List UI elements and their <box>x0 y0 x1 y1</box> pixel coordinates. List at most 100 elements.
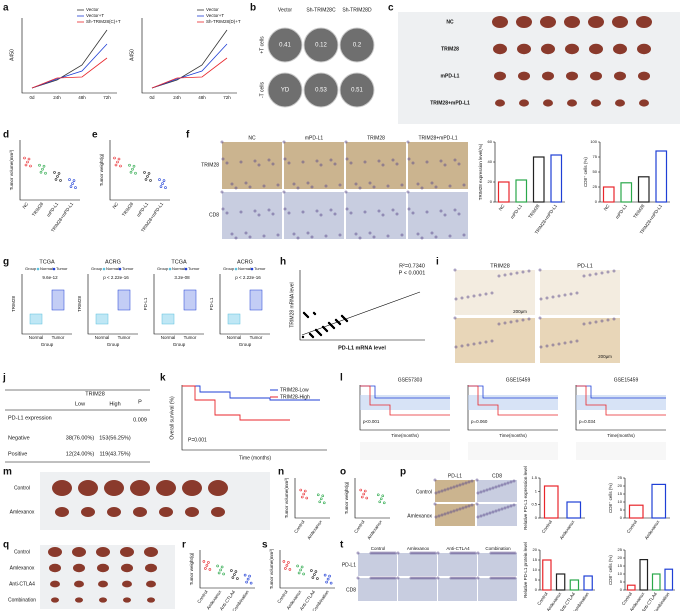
cell <box>276 233 280 237</box>
panel-letter: a <box>3 3 9 14</box>
tumor <box>639 99 649 107</box>
y-axis-label: CD8⁺ cells (%) <box>583 157 588 187</box>
dot <box>129 170 133 174</box>
y-tick-label: 15 <box>618 491 623 496</box>
tumor <box>49 563 61 573</box>
legend-label: Vector <box>86 7 99 12</box>
x-tick-label: Amlexanox <box>306 519 323 541</box>
panel-letter: n <box>278 467 284 478</box>
cell <box>472 294 476 298</box>
x-tick-label: NC <box>21 201 29 210</box>
dot <box>325 329 329 333</box>
bar <box>602 186 615 203</box>
risk-table <box>576 442 666 460</box>
survival-curve <box>576 385 666 416</box>
y-axis-label: Relative PD-L1 protein level <box>523 542 528 598</box>
cell <box>497 274 501 278</box>
micrograph <box>435 480 475 502</box>
tumor <box>516 16 532 28</box>
x-tick-label: TRIM28 <box>527 203 541 219</box>
axis <box>87 274 138 335</box>
curve <box>31 57 108 89</box>
dot <box>56 175 59 178</box>
cell <box>301 160 305 164</box>
cell <box>464 481 468 485</box>
row-label: Control <box>14 549 30 555</box>
y-axis-label: Relative PD-L1 expression level <box>523 466 528 530</box>
cell <box>582 322 586 326</box>
table-cell: 0.009 <box>133 417 147 423</box>
dot <box>41 167 44 171</box>
curve <box>151 43 228 89</box>
legend-label: Tumor <box>122 266 134 271</box>
tumor <box>540 16 556 28</box>
axis <box>494 142 565 203</box>
row-label: Control <box>14 485 30 491</box>
legend-title: Group <box>91 266 103 271</box>
legend-title: Group <box>223 266 235 271</box>
panel-letter: s <box>262 540 268 551</box>
legend-title: Group <box>25 266 37 271</box>
cell <box>230 232 234 236</box>
tumor <box>122 580 132 588</box>
x-tick-label: 72h <box>103 95 111 100</box>
x-axis-label: Time(months) <box>391 433 419 438</box>
cell <box>475 502 479 506</box>
legend-label: Normal <box>40 266 53 271</box>
stat: P < 0.0001 <box>399 270 426 276</box>
x-tick-label: Control <box>626 519 638 534</box>
cell <box>221 207 225 211</box>
x-tick-label: 0d <box>149 95 155 100</box>
x-tick-label: mPD-L1 <box>136 201 150 218</box>
cell <box>497 484 501 488</box>
cell <box>515 271 519 275</box>
p-value: P=0.001 <box>188 437 207 443</box>
cell <box>267 158 271 162</box>
y-tick-label: 0 <box>490 199 493 204</box>
column-label: mPD-L1 <box>305 135 324 141</box>
cell <box>457 162 461 166</box>
tumor <box>492 16 508 28</box>
panel-letter: t <box>340 540 344 551</box>
dot <box>360 495 364 499</box>
legend-label: TRIM28-High <box>280 394 310 400</box>
y-tick-label: 20 <box>533 547 538 552</box>
y-axis-label: Tumor weight(g) <box>189 552 194 585</box>
cell <box>283 157 287 161</box>
tumor <box>638 71 650 81</box>
column-label: PD-L1 <box>448 473 462 479</box>
tumor <box>542 71 554 81</box>
x-axis-label: Group <box>107 342 120 347</box>
cell <box>391 158 395 162</box>
p-value: p=0.034 <box>579 419 596 424</box>
dot <box>249 581 253 585</box>
tumor <box>133 507 147 517</box>
x-tick-label: Amlexanox <box>559 519 576 541</box>
cell <box>449 576 453 580</box>
cell <box>315 209 319 213</box>
dot <box>134 171 137 175</box>
x-tick-label: Normal <box>227 335 242 340</box>
x-tick-label: 24h <box>173 95 181 100</box>
well <box>303 27 339 63</box>
tumor <box>591 99 601 107</box>
cell <box>369 576 373 580</box>
cell <box>472 342 476 346</box>
row-label: Control <box>416 489 432 495</box>
cell <box>440 489 444 493</box>
dot <box>316 493 320 497</box>
panel-letter: m <box>3 467 12 478</box>
cell <box>594 320 598 324</box>
value-label: YD <box>281 88 290 94</box>
cell <box>485 488 489 492</box>
x-tick-label: Normal <box>29 335 44 340</box>
legend-swatch <box>118 267 122 271</box>
stat: R²=0.7340 <box>399 263 425 269</box>
cell <box>436 576 440 580</box>
dot <box>321 494 325 498</box>
micrograph <box>477 480 517 502</box>
well <box>267 72 303 108</box>
dot <box>326 577 330 581</box>
cell <box>467 504 471 508</box>
legend-swatch <box>184 267 188 271</box>
